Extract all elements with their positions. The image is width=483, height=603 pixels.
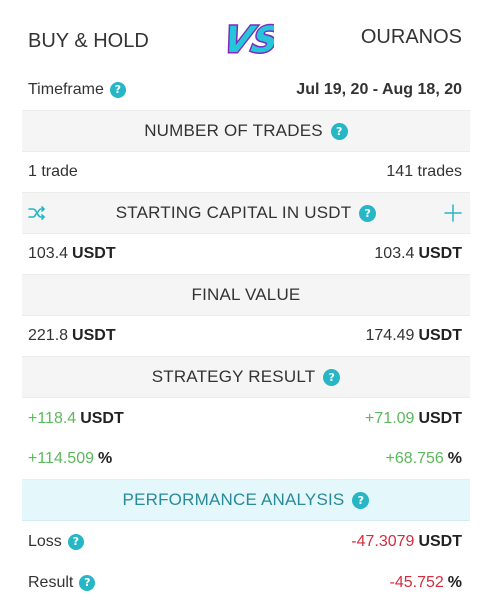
final-right-value: 174.49 xyxy=(365,327,415,344)
section-title: STRATEGY RESULT xyxy=(151,367,316,386)
section-title: NUMBER OF TRADES xyxy=(144,121,323,140)
plus-icon[interactable] xyxy=(444,204,462,222)
section-title: FINAL VALUE xyxy=(191,285,301,304)
strategy-pct-left-unit: % xyxy=(98,450,113,467)
strategy-result-section: STRATEGY RESULT ? xyxy=(22,357,470,398)
strategy-pct-right-unit: % xyxy=(447,450,462,467)
timeframe-help-icon[interactable]: ? xyxy=(109,82,126,98)
capital-row: 103.4 USDT 103.4 USDT xyxy=(22,234,470,275)
capital-left-unit: USDT xyxy=(72,245,116,262)
performance-help-icon[interactable]: ? xyxy=(352,491,370,509)
strategy-pct-row: +114.509% +68.756% xyxy=(22,439,470,480)
strategy-title: OURANOS xyxy=(360,26,462,48)
buy-hold-title: BUY & HOLD xyxy=(28,30,149,52)
final-left-value: 221.8 xyxy=(28,327,69,344)
timeframe-label: Timeframe xyxy=(28,81,104,98)
strategy-abs-left-unit: USDT xyxy=(80,409,124,427)
number-of-trades-section: NUMBER OF TRADES ? xyxy=(22,111,470,152)
trades-help-icon[interactable]: ? xyxy=(330,122,348,140)
result-help-icon[interactable]: ? xyxy=(79,574,96,591)
strategy-abs-right-value: +71.09 xyxy=(365,409,415,427)
strategy-abs-right-unit: USDT xyxy=(418,409,462,427)
result-unit: % xyxy=(447,573,462,591)
timeframe-value: Jul 19, 20 - Aug 18, 20 xyxy=(296,81,462,98)
section-title: STARTING CAPITAL IN USDT xyxy=(115,203,352,222)
trades-right: 141 trades xyxy=(386,163,462,180)
result-row: Result ? -45.752% xyxy=(22,562,470,603)
loss-unit: USDT xyxy=(418,532,462,550)
vs-logo-icon: VS xyxy=(220,17,274,62)
trades-left: 1 trade xyxy=(28,163,78,180)
strategy-abs-row: +118.4 USDT +71.09 USDT xyxy=(22,398,470,439)
svg-text:VS: VS xyxy=(220,18,274,61)
capital-right-unit: USDT xyxy=(418,245,462,262)
section-title: PERFORMANCE ANALYSIS xyxy=(122,490,345,509)
trades-row: 1 trade 141 trades xyxy=(22,152,470,193)
strategy-help-icon[interactable]: ? xyxy=(323,368,341,386)
capital-left-value: 103.4 xyxy=(28,245,69,262)
comparison-header: BUY & HOLD VS OURANOS xyxy=(22,0,470,70)
strategy-pct-right-value: +68.756 xyxy=(385,450,444,467)
capital-right-value: 103.4 xyxy=(374,245,415,262)
final-row: 221.8 USDT 174.49 USDT xyxy=(22,316,470,357)
starting-capital-section: STARTING CAPITAL IN USDT ? xyxy=(22,193,470,234)
strategy-pct-left-value: +114.509 xyxy=(28,450,94,467)
performance-analysis-section: PERFORMANCE ANALYSIS ? xyxy=(22,480,470,521)
loss-label: Loss xyxy=(28,532,62,550)
final-value-section: FINAL VALUE xyxy=(22,275,470,316)
strategy-abs-left-value: +118.4 xyxy=(28,409,77,427)
result-value: -45.752 xyxy=(389,573,444,591)
capital-help-icon[interactable]: ? xyxy=(359,204,377,222)
loss-help-icon[interactable]: ? xyxy=(67,533,84,550)
result-label: Result xyxy=(28,573,74,591)
comparison-panel: BUY & HOLD VS OURANOS Timeframe ? Jul 19… xyxy=(22,0,470,603)
loss-value: -47.3079 xyxy=(351,532,415,550)
final-left-unit: USDT xyxy=(72,327,116,344)
final-right-unit: USDT xyxy=(418,327,462,344)
loss-row: Loss ? -47.3079 USDT xyxy=(22,521,470,562)
timeframe-row: Timeframe ? Jul 19, 20 - Aug 18, 20 xyxy=(22,70,470,111)
shuffle-icon[interactable] xyxy=(28,205,46,221)
